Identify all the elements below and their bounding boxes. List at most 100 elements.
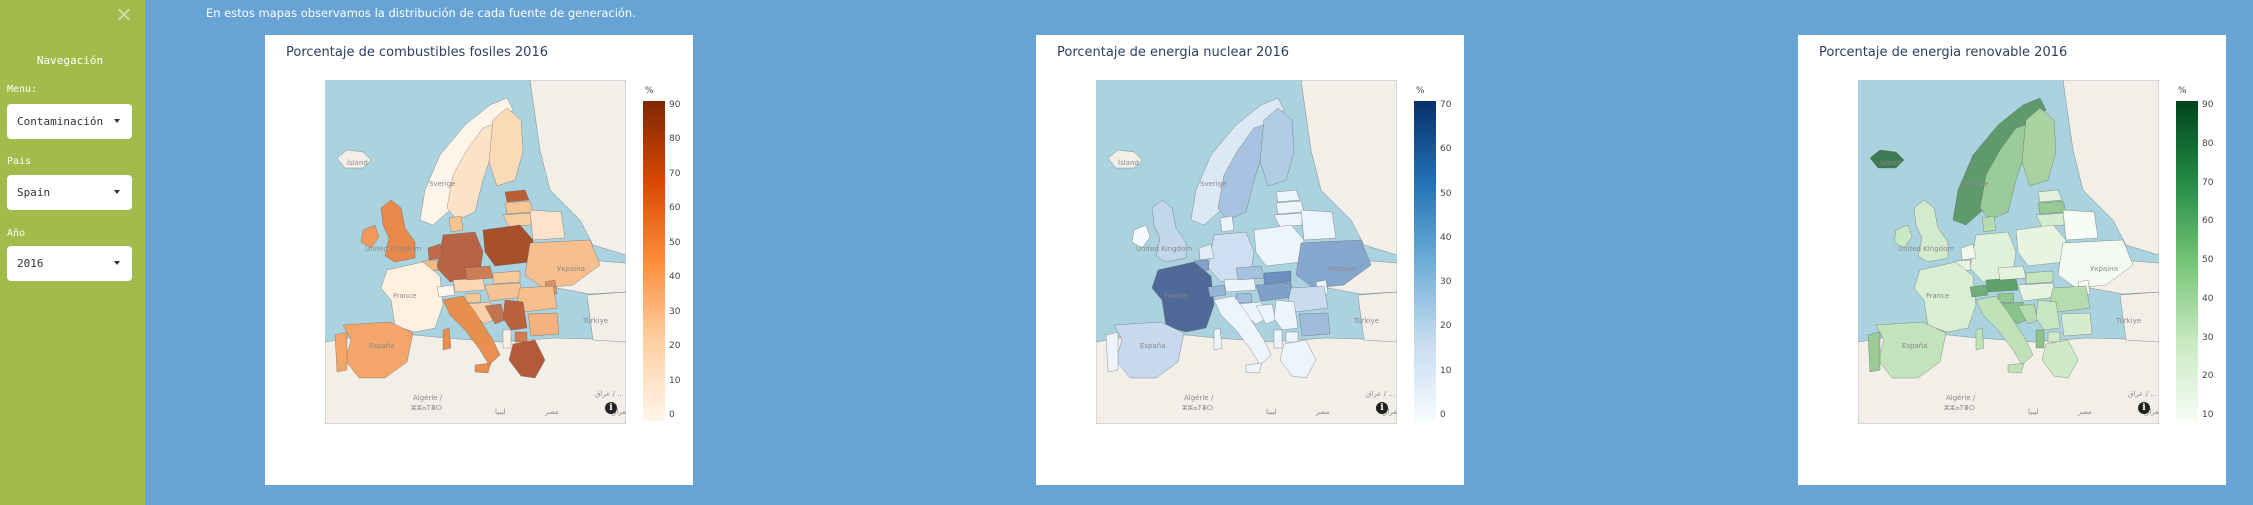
- country-belarus[interactable]: [529, 209, 566, 241]
- country-denmark[interactable]: [1981, 215, 1997, 233]
- country-estonia[interactable]: [2037, 189, 2063, 203]
- country-spain[interactable]: [1113, 321, 1185, 379]
- country-middle-east[interactable]: [586, 291, 626, 343]
- country-iceland[interactable]: [336, 149, 372, 169]
- country-ukraine[interactable]: [2057, 239, 2134, 289]
- country-sardinia[interactable]: [442, 327, 452, 351]
- country-switzerland[interactable]: [1207, 284, 1227, 298]
- country-lithuania[interactable]: [1273, 212, 1303, 228]
- country-austria[interactable]: [1223, 277, 1257, 293]
- country-lithuania[interactable]: [502, 212, 532, 228]
- country-czech[interactable]: [1235, 265, 1265, 281]
- country-belarus[interactable]: [2062, 209, 2099, 241]
- country-switzerland[interactable]: [436, 284, 456, 298]
- country-spain[interactable]: [1875, 321, 1947, 379]
- country-albania[interactable]: [1273, 329, 1283, 349]
- country-slovakia[interactable]: [492, 270, 521, 285]
- country-bulgaria[interactable]: [2060, 312, 2093, 337]
- country-france[interactable]: [380, 261, 444, 333]
- country-iceland[interactable]: [1107, 149, 1143, 169]
- country-netherlands[interactable]: [1198, 243, 1215, 261]
- country-macedonia[interactable]: [514, 331, 528, 343]
- country-ireland[interactable]: [360, 224, 380, 249]
- country-ireland[interactable]: [1893, 224, 1913, 249]
- choropleth-map[interactable]: Ísland Sverige United Kingdom France España У…: [1858, 80, 2159, 424]
- country-portugal[interactable]: [1867, 331, 1881, 373]
- country-iceland[interactable]: [1869, 149, 1905, 169]
- country-finland[interactable]: [2021, 107, 2057, 187]
- choropleth-map[interactable]: Ísland Sverige United Kingdom France España У…: [325, 80, 626, 424]
- country-netherlands[interactable]: [1960, 243, 1977, 261]
- country-france[interactable]: [1151, 261, 1215, 333]
- country-switzerland[interactable]: [1969, 284, 1989, 298]
- country-ukraine[interactable]: [1295, 239, 1372, 289]
- info-icon[interactable]: i: [2138, 402, 2150, 414]
- country-portugal[interactable]: [1105, 331, 1119, 373]
- country-finland[interactable]: [488, 107, 524, 187]
- country-netherlands[interactable]: [427, 243, 444, 261]
- country-hungary[interactable]: [2017, 282, 2057, 302]
- year-select[interactable]: 2016: [7, 246, 132, 281]
- country-slovakia[interactable]: [1263, 270, 1292, 285]
- country-romania[interactable]: [2049, 285, 2091, 313]
- country-middle-east[interactable]: [2119, 291, 2159, 343]
- country-latvia[interactable]: [2037, 200, 2067, 215]
- close-icon[interactable]: ×: [115, 2, 133, 26]
- country-denmark[interactable]: [1219, 215, 1235, 233]
- info-icon[interactable]: i: [1376, 402, 1388, 414]
- country-albania[interactable]: [2035, 329, 2045, 349]
- info-icon[interactable]: i: [605, 402, 617, 414]
- menu-select[interactable]: Contaminación: [7, 104, 132, 139]
- country-italy[interactable]: [442, 295, 501, 366]
- country-austria[interactable]: [452, 277, 486, 293]
- country-france[interactable]: [1913, 261, 1977, 333]
- country-middle-east[interactable]: [1357, 291, 1397, 343]
- country-latvia[interactable]: [1275, 200, 1305, 215]
- country-latvia[interactable]: [504, 200, 534, 215]
- country-serbia[interactable]: [2035, 299, 2061, 331]
- country-hungary[interactable]: [1255, 282, 1295, 302]
- country-sardinia[interactable]: [1975, 327, 1985, 351]
- country-ireland[interactable]: [1131, 224, 1151, 249]
- country-macedonia[interactable]: [1285, 331, 1299, 343]
- country-spain[interactable]: [342, 321, 414, 379]
- country-slovakia[interactable]: [2025, 270, 2054, 285]
- country-greece[interactable]: [508, 339, 546, 379]
- country-sicily[interactable]: [474, 362, 492, 374]
- country-uk[interactable]: [380, 199, 416, 263]
- country-ukraine[interactable]: [524, 239, 601, 289]
- country-poland[interactable]: [1253, 224, 1305, 267]
- country-macedonia[interactable]: [2047, 331, 2061, 343]
- choropleth-map[interactable]: Ísland Sverige United Kingdom France España У…: [1096, 80, 1397, 424]
- country-belarus[interactable]: [1300, 209, 1337, 241]
- country-serbia[interactable]: [1273, 299, 1299, 331]
- country-russia[interactable]: [2062, 80, 2159, 256]
- country-poland[interactable]: [482, 224, 534, 267]
- country-sardinia[interactable]: [1213, 327, 1223, 351]
- country-uk[interactable]: [1913, 199, 1949, 263]
- country-romania[interactable]: [1287, 285, 1329, 313]
- country-czech[interactable]: [464, 265, 494, 281]
- country-sicily[interactable]: [2007, 362, 2025, 374]
- country-serbia[interactable]: [502, 299, 528, 331]
- country-italy[interactable]: [1213, 295, 1272, 366]
- country-uk[interactable]: [1151, 199, 1187, 263]
- country-denmark[interactable]: [448, 215, 464, 233]
- country-czech[interactable]: [1997, 265, 2027, 281]
- country-lithuania[interactable]: [2035, 212, 2065, 228]
- country-greece[interactable]: [1279, 339, 1317, 379]
- country-russia[interactable]: [1300, 80, 1397, 256]
- country-albania[interactable]: [502, 329, 512, 349]
- country-bulgaria[interactable]: [1298, 312, 1331, 337]
- country-select[interactable]: Spain: [7, 175, 132, 210]
- country-romania[interactable]: [516, 285, 558, 313]
- country-hungary[interactable]: [484, 282, 524, 302]
- country-russia[interactable]: [529, 80, 626, 256]
- country-austria[interactable]: [1985, 277, 2019, 293]
- country-estonia[interactable]: [1275, 189, 1301, 203]
- country-poland[interactable]: [2015, 224, 2067, 267]
- country-portugal[interactable]: [334, 331, 348, 373]
- country-finland[interactable]: [1259, 107, 1295, 187]
- country-greece[interactable]: [2041, 339, 2079, 379]
- country-italy[interactable]: [1975, 295, 2034, 366]
